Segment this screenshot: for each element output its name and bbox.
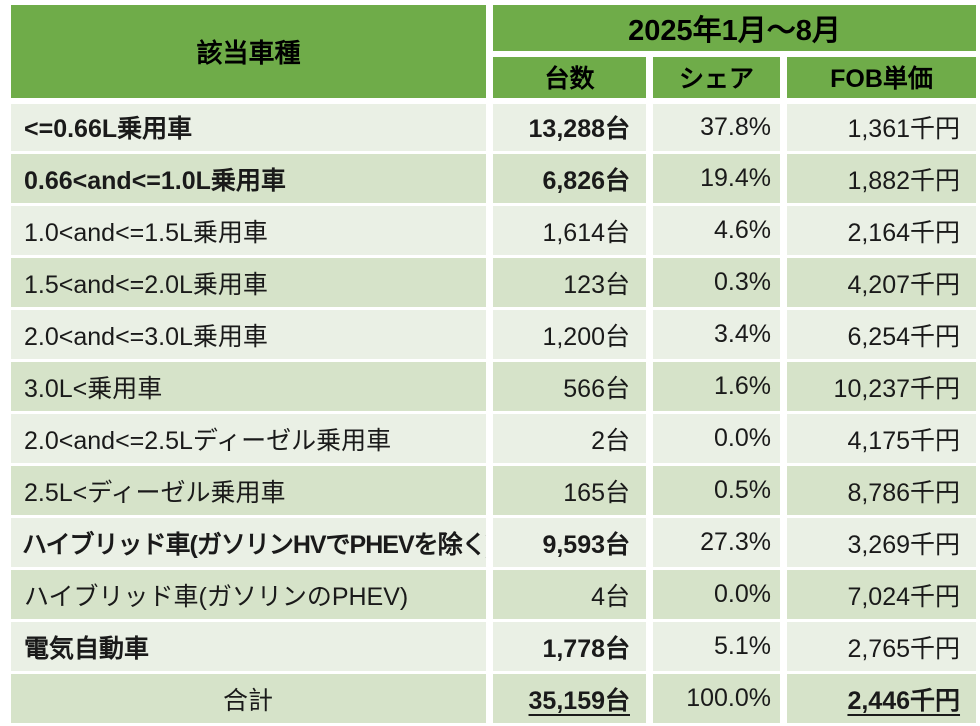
table-row: 1.5<and<=2.0L乗用車 123台 0.3% 4,207千円 bbox=[4, 255, 980, 310]
share-cell: 0.5% bbox=[646, 463, 787, 518]
vehicle-type-cell: ハイブリッド車(ガソリンHVでPHEVを除く) bbox=[4, 515, 493, 570]
units-cell: 13,288台 bbox=[486, 99, 653, 154]
total-units-cell: 35,159台 bbox=[486, 671, 653, 726]
fob-cell: 3,269千円 bbox=[779, 515, 980, 570]
units-cell: 566台 bbox=[486, 359, 653, 414]
table-row: 2.5L<ディーゼル乗用車 165台 0.5% 8,786千円 bbox=[4, 463, 980, 518]
share-cell: 0.3% bbox=[646, 255, 787, 310]
table-row: 2.0<and<=3.0L乗用車 1,200台 3.4% 6,254千円 bbox=[4, 307, 980, 362]
share-cell: 27.3% bbox=[646, 515, 787, 570]
vehicle-type-cell: 2.0<and<=2.5Lディーゼル乗用車 bbox=[4, 411, 493, 466]
period-header: 2025年1月～8月 bbox=[485, 2, 980, 57]
share-cell: 19.4% bbox=[646, 151, 787, 206]
table-row: 0.66<and<=1.0L乗用車 6,826台 19.4% 1,882千円 bbox=[4, 151, 980, 206]
units-cell: 123台 bbox=[486, 255, 653, 310]
fob-cell: 2,164千円 bbox=[779, 203, 980, 258]
vehicle-type-cell: 電気自動車 bbox=[4, 619, 493, 674]
table-row: ハイブリッド車(ガソリンのPHEV) 4台 0.0% 7,024千円 bbox=[4, 567, 980, 622]
vehicle-type-cell: ハイブリッド車(ガソリンのPHEV) bbox=[4, 567, 493, 622]
share-cell: 5.1% bbox=[646, 619, 787, 674]
vehicle-type-header: 該当車種 bbox=[4, 2, 493, 104]
table-row: ハイブリッド車(ガソリンHVでPHEVを除く) 9,593台 27.3% 3,2… bbox=[4, 515, 980, 570]
vehicle-type-cell: 3.0L<乗用車 bbox=[4, 359, 493, 414]
fob-cell: 7,024千円 bbox=[779, 567, 980, 622]
fob-cell: 2,765千円 bbox=[779, 619, 980, 674]
units-cell: 1,200台 bbox=[486, 307, 653, 362]
units-cell: 6,826台 bbox=[486, 151, 653, 206]
units-cell: 165台 bbox=[486, 463, 653, 518]
fob-cell: 1,882千円 bbox=[779, 151, 980, 206]
table-body: <=0.66L乗用車 13,288台 37.8% 1,361千円 0.66<an… bbox=[4, 99, 980, 726]
units-cell: 4台 bbox=[486, 567, 653, 622]
table-row: 1.0<and<=1.5L乗用車 1,614台 4.6% 2,164千円 bbox=[4, 203, 980, 258]
table-row: 3.0L<乗用車 566台 1.6% 10,237千円 bbox=[4, 359, 980, 414]
total-fob-cell: 2,446千円 bbox=[779, 671, 980, 726]
fob-cell: 10,237千円 bbox=[779, 359, 980, 414]
vehicle-type-cell: 2.5L<ディーゼル乗用車 bbox=[4, 463, 493, 518]
units-column-header: 台数 bbox=[486, 52, 653, 104]
share-cell: 3.4% bbox=[646, 307, 787, 362]
vehicle-type-cell: 1.5<and<=2.0L乗用車 bbox=[4, 255, 493, 310]
fob-cell: 8,786千円 bbox=[779, 463, 980, 518]
share-column-header: シェア bbox=[646, 52, 787, 104]
share-cell: 4.6% bbox=[646, 203, 787, 258]
units-cell: 1,778台 bbox=[486, 619, 653, 674]
units-cell: 1,614台 bbox=[486, 203, 653, 258]
table-row: <=0.66L乗用車 13,288台 37.8% 1,361千円 bbox=[4, 99, 980, 154]
vehicle-type-cell: 1.0<and<=1.5L乗用車 bbox=[4, 203, 493, 258]
vehicle-type-cell: 0.66<and<=1.0L乗用車 bbox=[4, 151, 493, 206]
fob-cell: 4,207千円 bbox=[779, 255, 980, 310]
units-cell: 9,593台 bbox=[486, 515, 653, 570]
fob-cell: 6,254千円 bbox=[779, 307, 980, 362]
header-row-period: 該当車種 2025年1月～8月 bbox=[4, 2, 980, 104]
header-row-columns: 台数 シェア FOB単価 bbox=[8, 52, 980, 104]
fob-column-header: FOB単価 bbox=[779, 52, 980, 104]
fob-cell: 1,361千円 bbox=[779, 99, 980, 154]
vehicle-export-table: 該当車種 2025年1月～8月 台数 シェア FOB単価 <=0.66L乗用車 … bbox=[4, 2, 980, 726]
share-cell: 0.0% bbox=[646, 411, 787, 466]
total-label-cell: 合計 bbox=[4, 671, 493, 726]
share-cell: 0.0% bbox=[646, 567, 787, 622]
vehicle-type-cell: <=0.66L乗用車 bbox=[4, 99, 493, 154]
table-row: 2.0<and<=2.5Lディーゼル乗用車 2台 0.0% 4,175千円 bbox=[4, 411, 980, 466]
units-cell: 2台 bbox=[486, 411, 653, 466]
vehicle-type-cell: 2.0<and<=3.0L乗用車 bbox=[4, 307, 493, 362]
table-row: 電気自動車 1,778台 5.1% 2,765千円 bbox=[4, 619, 980, 674]
total-row: 合計 35,159台 100.0% 2,446千円 bbox=[4, 671, 980, 726]
share-cell: 1.6% bbox=[646, 359, 787, 414]
share-cell: 37.8% bbox=[646, 99, 787, 154]
table-header: 該当車種 2025年1月～8月 台数 シェア FOB単価 bbox=[4, 2, 980, 104]
total-share-cell: 100.0% bbox=[646, 671, 787, 726]
fob-cell: 4,175千円 bbox=[779, 411, 980, 466]
